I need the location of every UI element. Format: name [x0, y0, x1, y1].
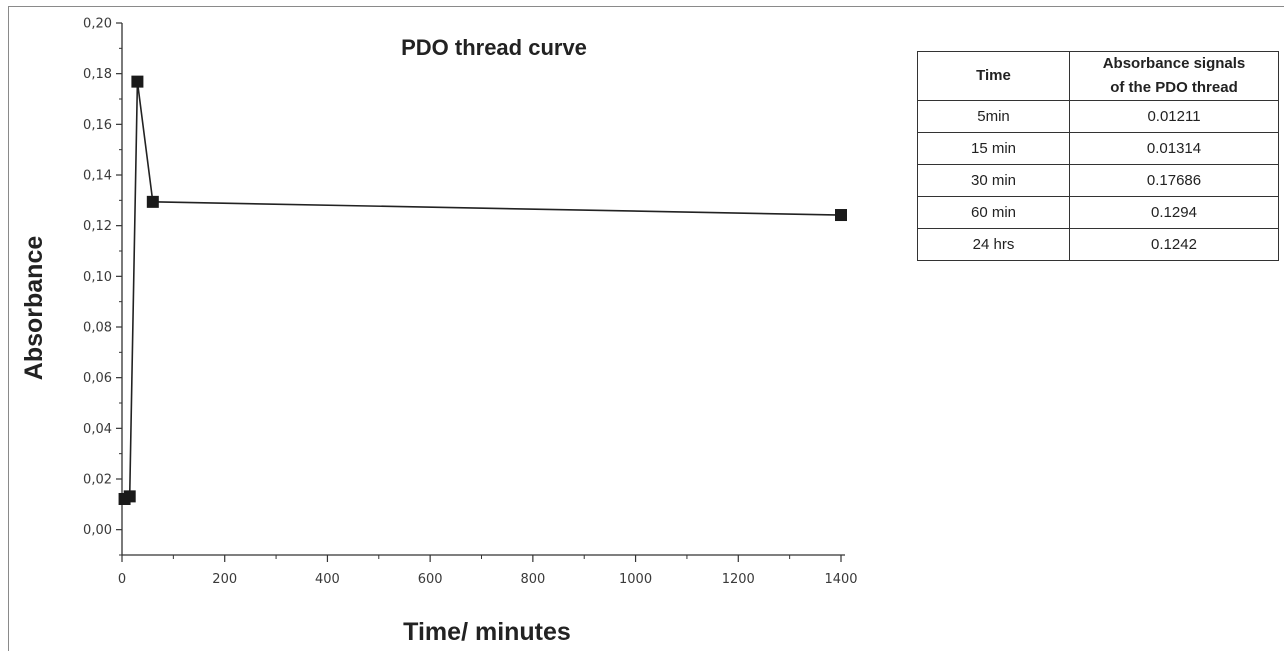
- cell-time: 30 min: [917, 164, 1070, 197]
- cell-absorbance: 0.1242: [1069, 228, 1279, 261]
- y-tick-label: 0,12: [83, 219, 112, 234]
- table-row: 60 min 0.1294: [917, 196, 1279, 229]
- cell-absorbance: 0.01314: [1069, 132, 1279, 165]
- cell-time: 24 hrs: [917, 228, 1070, 261]
- absorbance-table: Time Absorbance signals of the PDO threa…: [917, 51, 1279, 261]
- x-tick-label: 1400: [824, 572, 857, 587]
- table-row: 24 hrs 0.1242: [917, 228, 1279, 261]
- data-point-marker: [131, 75, 144, 88]
- y-tick-label: 0,02: [83, 473, 112, 488]
- cell-time: 15 min: [917, 132, 1070, 165]
- y-tick-label: 0,16: [83, 118, 112, 133]
- figure-frame: [8, 6, 1284, 651]
- y-tick-label: 0,04: [83, 422, 112, 437]
- table-row: 30 min 0.17686: [917, 164, 1279, 197]
- x-tick-label: 0: [118, 572, 126, 587]
- table-header-time: Time: [917, 51, 1070, 101]
- series-line: [124, 81, 842, 500]
- y-tick-label: 0,10: [83, 270, 112, 285]
- x-tick-label: 1200: [722, 572, 755, 587]
- x-tick-label: 400: [315, 572, 340, 587]
- header-line: Time: [976, 67, 1011, 84]
- y-tick-label: 0,08: [83, 321, 112, 336]
- cell-absorbance: 0.17686: [1069, 164, 1279, 197]
- y-tick-label: 0,06: [83, 371, 112, 386]
- x-tick-label: 600: [418, 572, 443, 587]
- y-tick-label: 0,14: [83, 169, 112, 184]
- table-row: 5min 0.01211: [917, 100, 1279, 133]
- y-tick-label: 0,18: [83, 67, 112, 82]
- y-axis-title: Absorbance: [20, 236, 48, 381]
- axes: 0,00 0,02 0,04 0,06 0,08 0,10 0,12 0,14 0,16 0,18…: [83, 17, 858, 588]
- cell-time: 60 min: [917, 196, 1070, 229]
- x-axis-title: Time/ minutes: [403, 618, 571, 646]
- data-point-marker: [146, 195, 159, 208]
- cell-time: 5min: [917, 100, 1070, 133]
- x-tick-label: 1000: [619, 572, 652, 587]
- data-point-marker: [123, 490, 136, 503]
- cell-absorbance: 0.1294: [1069, 196, 1279, 229]
- table-header-row: Time Absorbance signals of the PDO threa…: [917, 51, 1279, 101]
- y-tick-label: 0,00: [83, 523, 112, 538]
- cell-absorbance: 0.01211: [1069, 100, 1279, 133]
- data-point-marker: [835, 209, 847, 222]
- header-line: of the PDO thread: [1110, 79, 1238, 96]
- chart-title: PDO thread curve: [401, 35, 587, 60]
- table-header-absorbance: Absorbance signals of the PDO thread: [1069, 51, 1279, 101]
- table-row: 15 min 0.01314: [917, 132, 1279, 165]
- header-line: Absorbance signals: [1102, 55, 1246, 72]
- x-tick-label: 800: [520, 572, 545, 587]
- x-tick-label: 200: [212, 572, 237, 587]
- y-tick-label: 0,20: [83, 17, 112, 32]
- data-series: [118, 75, 847, 505]
